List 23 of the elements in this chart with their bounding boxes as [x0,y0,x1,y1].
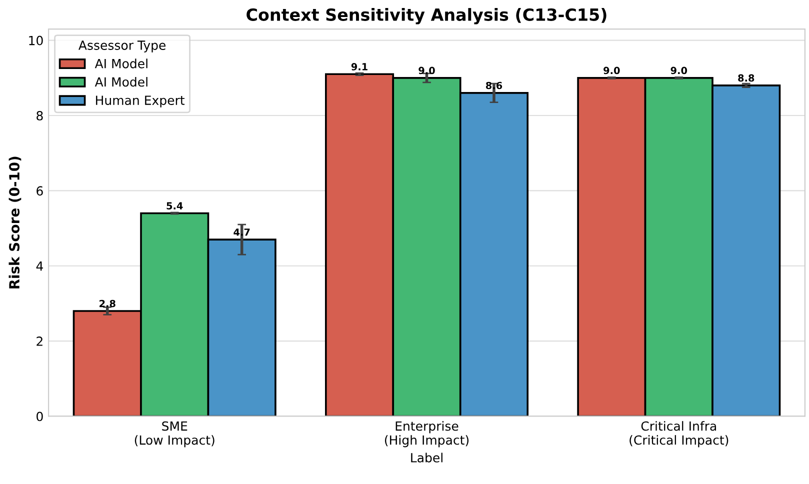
x-tick-label: Enterprise (High Impact) [384,421,469,448]
data-label: 9.0 [670,66,688,74]
data-label: 9.0 [418,66,435,74]
y-axis-title: Risk Score (0-10) [8,156,22,288]
data-label: 9.0 [604,66,620,74]
data-label: 5.4 [166,202,183,210]
data-label: 8.8 [738,74,754,82]
y-tick-label: 6 [36,186,43,196]
y-tick-label: 2 [36,336,42,346]
legend-label: AI Model [94,76,148,87]
y-tick-label: 8 [36,110,43,120]
data-label: 9.1 [351,63,368,70]
legend-label: AI Model [94,58,148,68]
chart-title: Context Sensitivity Analysis (C13-C15) [246,8,606,24]
x-axis-title: Label [411,452,442,462]
x-tick-label: SME (Low Impact) [134,421,214,448]
legend-label: Human Expert [96,96,185,108]
y-tick-label: 4 [36,262,43,271]
legend-title: Assessor Type [78,40,166,52]
y-tick-label: 0 [36,412,43,422]
data-label: 2.8 [100,300,116,308]
x-tick-label: Critical Infra (Critical Impact) [630,421,728,448]
y-tick-label: 10 [29,36,43,46]
